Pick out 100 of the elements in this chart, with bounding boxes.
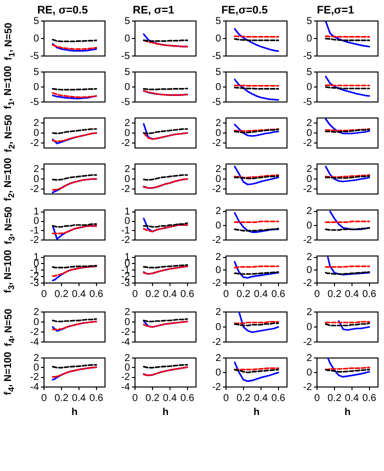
- y-tick-label: -2: [30, 326, 40, 338]
- y-tick-label: -2: [212, 336, 222, 348]
- y-tick-label: 0: [215, 174, 222, 185]
- x-tick-label: 0.6: [89, 288, 104, 300]
- y-tick-label: 5: [215, 16, 222, 27]
- x-tick-label: 0.4: [344, 392, 360, 404]
- x-tick-label: 0.4: [254, 288, 268, 300]
- y-tick-label: -2: [121, 184, 130, 195]
- y-tick-label: -5: [121, 96, 130, 108]
- y-tick-label: -5: [121, 50, 130, 62]
- y-tick-label: -1: [30, 225, 40, 236]
- x-tick-label: 0.2: [236, 392, 251, 404]
- x-tick-label: 0.6: [180, 288, 195, 300]
- y-tick-label: 0: [215, 82, 222, 93]
- x-tick-label: 0.4: [162, 288, 178, 300]
- y-tick-label: 1: [124, 206, 130, 218]
- y-tick-label: 0: [124, 33, 130, 44]
- y-tick-label: -4: [30, 336, 40, 348]
- x-tick-label: 0.6: [271, 392, 286, 404]
- y-tick-label: 0: [306, 82, 312, 93]
- y-tick-label: 0: [124, 316, 130, 328]
- y-tick-label: 0: [215, 322, 222, 333]
- x-tick-label: 0.6: [180, 392, 195, 404]
- y-tick-label: 5: [124, 16, 130, 27]
- x-tick-label: 0.4: [72, 288, 86, 300]
- x-axis-title: h: [344, 406, 351, 418]
- y-tick-label: 5: [215, 66, 222, 78]
- y-tick-label: -4: [30, 382, 40, 393]
- x-tick-label: 0: [223, 392, 230, 404]
- x-tick-label: 0.4: [72, 392, 86, 404]
- y-tick-label: 2: [215, 306, 222, 318]
- y-tick-label: 2: [306, 164, 312, 175]
- y-tick-label: 5: [33, 66, 40, 78]
- y-tick-label: 5: [33, 16, 40, 27]
- x-tick-label: 0.2: [54, 288, 69, 300]
- y-tick-label: -2: [30, 184, 40, 195]
- line-series: [52, 366, 98, 378]
- line-series: [52, 225, 98, 234]
- y-tick-label: 0: [124, 174, 130, 185]
- y-tick-label: -5: [303, 96, 312, 108]
- x-tick-label: 0.6: [89, 392, 104, 404]
- x-tick-label: 0.6: [362, 392, 377, 404]
- y-tick-label: 0: [215, 264, 222, 276]
- y-tick-label: -2: [303, 336, 312, 348]
- y-tick-label: 0: [124, 82, 130, 93]
- x-tick-label: 0: [132, 288, 138, 300]
- x-tick-label: 0.2: [145, 288, 160, 300]
- y-tick-label: -2: [212, 382, 222, 393]
- y-tick-label: 2: [215, 252, 222, 264]
- y-tick-label: 5: [306, 66, 312, 78]
- y-tick-label: 2: [215, 206, 222, 218]
- y-tick-label: -2: [303, 278, 312, 289]
- y-tick-label: 0: [124, 128, 130, 139]
- y-tick-label: -5: [212, 50, 222, 62]
- y-tick-label: 5: [306, 16, 312, 27]
- x-tick-label: 0: [314, 288, 320, 300]
- y-tick-label: -2: [121, 326, 130, 338]
- y-tick-label: -2: [121, 234, 130, 246]
- y-tick-label: 0: [33, 216, 40, 227]
- y-tick-label: 0: [306, 33, 312, 44]
- y-tick-label: -2: [212, 138, 222, 149]
- x-tick-label: 0.6: [271, 288, 286, 300]
- x-tick-label: 0: [132, 392, 138, 404]
- y-tick-label: 2: [124, 118, 130, 129]
- y-tick-label: 0: [124, 362, 130, 374]
- chart-title: FE,σ=0.5: [221, 4, 268, 17]
- y-tick-label: -5: [30, 50, 40, 62]
- line-series: [142, 132, 188, 140]
- y-tick-label: 0: [215, 33, 222, 44]
- y-tick-label: -2: [121, 138, 130, 149]
- x-tick-label: 0: [223, 288, 230, 300]
- x-tick-label: 0.2: [236, 288, 251, 300]
- y-tick-label: 2: [33, 164, 40, 175]
- y-tick-label: 0: [33, 33, 40, 44]
- y-tick-label: 0: [215, 128, 222, 139]
- y-tick-label: 0: [215, 367, 222, 378]
- y-tick-label: 2: [124, 306, 130, 318]
- y-tick-label: -2: [30, 138, 40, 149]
- x-axis-title: h: [162, 406, 169, 418]
- y-tick-label: 2: [306, 352, 312, 364]
- chart-title: RE, σ=1: [132, 4, 174, 17]
- y-tick-label: 0: [33, 174, 40, 185]
- chart-title: FE,σ=1: [316, 4, 354, 17]
- y-tick-label: -2: [121, 372, 130, 384]
- x-tick-label: 0.4: [254, 392, 268, 404]
- x-tick-label: 0: [41, 392, 48, 404]
- y-tick-label: -5: [30, 96, 40, 108]
- y-tick-label: -2: [212, 234, 222, 246]
- y-tick-label: 0: [215, 220, 222, 232]
- y-tick-label: 0: [306, 367, 312, 378]
- y-tick-label: 2: [306, 118, 312, 129]
- y-tick-label: -4: [121, 336, 130, 348]
- y-tick-label: -1: [121, 225, 130, 236]
- y-tick-label: -2: [303, 234, 312, 246]
- line-series: [142, 224, 188, 232]
- y-tick-label: -2: [30, 234, 40, 246]
- y-tick-label: 2: [306, 206, 312, 218]
- y-tick-label: -5: [212, 96, 222, 108]
- y-tick-label: -2: [303, 138, 312, 149]
- x-tick-label: 0.2: [54, 392, 69, 404]
